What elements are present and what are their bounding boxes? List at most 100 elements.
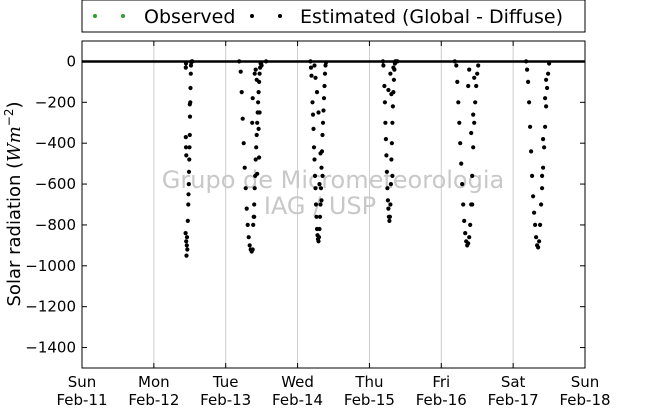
data-point	[467, 67, 472, 72]
data-point	[320, 173, 325, 178]
data-point	[312, 63, 317, 68]
data-point	[313, 202, 319, 207]
data-point	[321, 108, 326, 113]
data-point	[253, 157, 258, 162]
y-axis-label: Solar radiation (Wm−2)	[2, 101, 25, 306]
data-point	[469, 130, 474, 136]
data-point	[187, 145, 192, 150]
data-point	[527, 100, 532, 105]
data-point	[318, 186, 324, 191]
data-point	[475, 71, 480, 76]
data-point	[454, 63, 459, 68]
data-point	[530, 173, 535, 178]
data-point	[383, 137, 388, 142]
data-point	[547, 61, 552, 66]
x-tick-label-day: Sun	[571, 373, 600, 391]
data-point	[317, 182, 322, 187]
data-point	[257, 110, 262, 115]
data-point	[389, 141, 394, 146]
data-point	[541, 165, 546, 170]
data-point	[314, 90, 320, 95]
data-point	[259, 63, 264, 68]
data-point	[316, 235, 322, 240]
data-point	[318, 151, 323, 156]
legend-label-estimated: Estimated (Global - Diffuse)	[300, 6, 563, 28]
data-point	[466, 241, 471, 246]
x-tick-label-day: Tue	[212, 373, 239, 391]
x-tick-label-day: Thu	[354, 373, 383, 391]
data-point	[246, 235, 251, 240]
data-point	[186, 182, 191, 187]
data-point	[187, 132, 192, 138]
y-tick-label: −1000	[25, 257, 76, 275]
data-point	[388, 71, 393, 76]
data-point	[457, 120, 462, 125]
data-point	[244, 206, 249, 211]
data-point	[184, 239, 189, 244]
data-point	[472, 120, 477, 125]
data-point	[310, 100, 315, 105]
data-point	[388, 202, 393, 207]
data-point	[241, 141, 246, 146]
y-tick-label: −400	[35, 134, 76, 152]
data-point	[529, 149, 534, 154]
data-point	[473, 100, 478, 105]
y-axis: 0 −200 −400 −600 −800 −1000 −1200 −1400	[25, 52, 585, 357]
data-point	[190, 59, 195, 64]
data-point	[311, 145, 317, 150]
data-point	[254, 145, 259, 150]
y-tick-label: −1400	[25, 339, 76, 357]
x-tick-label-day: Fri	[432, 373, 450, 391]
data-point	[313, 186, 318, 191]
data-point	[320, 120, 326, 125]
x-tick-label-date: Feb-11	[56, 391, 107, 409]
data-point	[471, 112, 476, 117]
data-point	[250, 247, 255, 252]
data-point	[468, 222, 473, 227]
y-tick-label: −1200	[25, 298, 76, 316]
data-point	[322, 71, 328, 76]
data-point	[390, 120, 395, 125]
data-point	[472, 75, 477, 80]
data-point	[385, 198, 390, 203]
data-point	[308, 59, 313, 64]
legend-entry-observed: Observed	[93, 6, 235, 28]
data-point	[321, 96, 327, 101]
x-axis: SunFeb-11MonFeb-12TueFeb-13WedFeb-14ThuF…	[56, 41, 611, 409]
data-point	[308, 65, 314, 70]
data-point	[238, 69, 243, 74]
data-point	[317, 214, 323, 219]
data-point	[386, 87, 391, 93]
data-point	[185, 218, 190, 223]
data-point	[319, 165, 324, 170]
data-point	[242, 165, 247, 170]
data-point	[312, 157, 317, 162]
data-point	[471, 145, 476, 150]
x-tick-label-day: Mon	[138, 373, 170, 391]
data-point	[543, 96, 548, 101]
data-point	[388, 182, 393, 187]
legend-entry-estimated: Estimated (Global - Diffuse)	[250, 6, 563, 28]
data-point	[250, 120, 255, 125]
data-point	[309, 73, 314, 78]
data-point	[458, 141, 463, 146]
data-point	[452, 59, 457, 64]
data-point	[537, 239, 542, 244]
x-tick-label-date: Feb-16	[416, 391, 467, 409]
data-point	[531, 194, 536, 199]
legend-box	[81, 0, 586, 33]
data-point	[188, 71, 193, 76]
data-point	[188, 85, 193, 91]
data-point	[383, 120, 388, 125]
data-point	[470, 173, 475, 178]
data-point	[540, 186, 545, 191]
data-point	[184, 253, 189, 258]
data-point	[256, 100, 261, 105]
data-point	[320, 132, 325, 138]
data-point	[316, 110, 321, 115]
data-point	[183, 61, 189, 66]
x-tick-label-date: Feb-17	[488, 391, 539, 409]
data-point	[474, 83, 479, 89]
data-point	[389, 157, 394, 162]
